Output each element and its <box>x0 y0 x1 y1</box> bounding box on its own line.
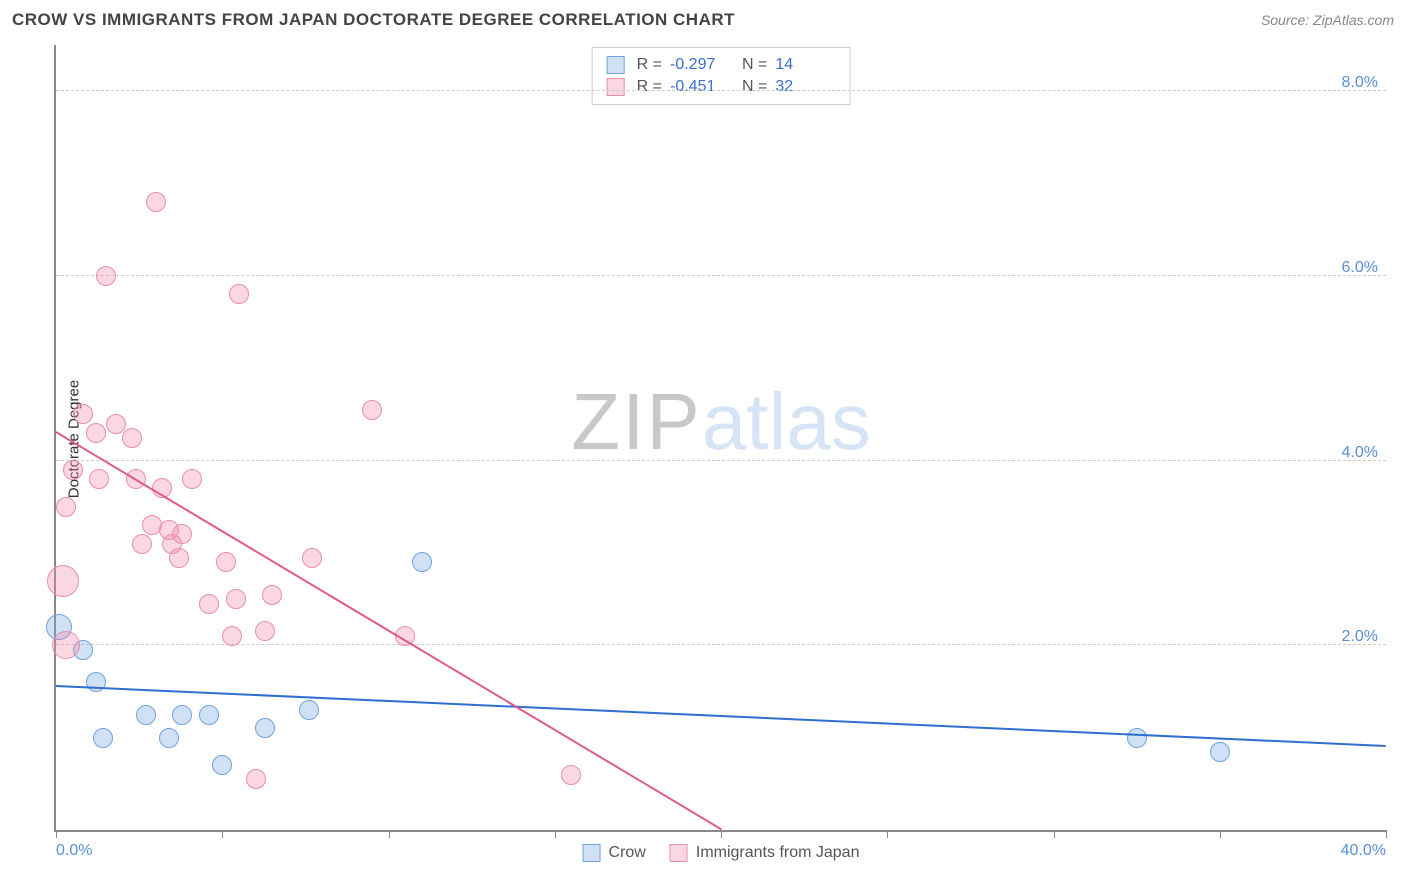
x-tick <box>222 830 223 838</box>
x-tick <box>56 830 57 838</box>
trend-line-japan <box>55 431 721 830</box>
data-point-japan <box>226 589 246 609</box>
data-point-japan <box>63 460 83 480</box>
plot-area: ZIPatlas R = -0.297 N = 14 R = -0.451 N … <box>54 45 1386 832</box>
stats-row-japan: R = -0.451 N = 32 <box>607 76 836 98</box>
data-point-japan <box>255 621 275 641</box>
data-point-japan <box>56 497 76 517</box>
data-point-japan <box>86 423 106 443</box>
data-point-japan <box>216 552 236 572</box>
data-point-japan <box>96 266 116 286</box>
data-point-japan <box>47 565 79 597</box>
legend: Crow Immigrants from Japan <box>583 844 860 862</box>
data-point-japan <box>169 548 189 568</box>
swatch-crow <box>583 844 601 862</box>
data-point-japan <box>246 769 266 789</box>
data-point-crow <box>212 755 232 775</box>
data-point-crow <box>1127 728 1147 748</box>
data-point-japan <box>106 414 126 434</box>
data-point-japan <box>132 534 152 554</box>
data-point-japan <box>362 400 382 420</box>
data-point-japan <box>561 765 581 785</box>
data-point-crow <box>172 705 192 725</box>
data-point-japan <box>73 404 93 424</box>
gridline <box>56 644 1386 645</box>
data-point-crow <box>299 700 319 720</box>
data-point-japan <box>146 192 166 212</box>
y-tick-label: 2.0% <box>1342 628 1378 646</box>
data-point-japan <box>199 594 219 614</box>
legend-item-crow: Crow <box>583 844 646 862</box>
data-point-crow <box>255 718 275 738</box>
data-point-crow <box>86 672 106 692</box>
data-point-japan <box>262 585 282 605</box>
swatch-crow <box>607 56 625 74</box>
legend-item-japan: Immigrants from Japan <box>670 844 860 862</box>
swatch-japan <box>607 78 625 96</box>
data-point-japan <box>122 428 142 448</box>
gridline <box>56 460 1386 461</box>
x-tick <box>1386 830 1387 838</box>
x-tick <box>555 830 556 838</box>
data-point-crow <box>199 705 219 725</box>
x-tick <box>887 830 888 838</box>
data-point-crow <box>159 728 179 748</box>
x-tick <box>389 830 390 838</box>
x-tick-label: 40.0% <box>1341 842 1386 860</box>
swatch-japan <box>670 844 688 862</box>
data-point-japan <box>89 469 109 489</box>
watermark: ZIPatlas <box>571 376 870 468</box>
gridline <box>56 275 1386 276</box>
x-tick-label: 0.0% <box>56 842 92 860</box>
y-tick-label: 4.0% <box>1342 444 1378 462</box>
data-point-japan <box>52 631 80 659</box>
source-attribution: Source: ZipAtlas.com <box>1261 12 1394 28</box>
correlation-stats-box: R = -0.297 N = 14 R = -0.451 N = 32 <box>592 47 851 105</box>
chart-title: CROW VS IMMIGRANTS FROM JAPAN DOCTORATE … <box>12 10 735 30</box>
trend-line-crow <box>56 685 1386 747</box>
x-tick <box>1220 830 1221 838</box>
chart-header: CROW VS IMMIGRANTS FROM JAPAN DOCTORATE … <box>12 10 1394 30</box>
data-point-crow <box>1210 742 1230 762</box>
stats-row-crow: R = -0.297 N = 14 <box>607 54 836 76</box>
data-point-crow <box>136 705 156 725</box>
y-tick-label: 8.0% <box>1342 74 1378 92</box>
data-point-japan <box>182 469 202 489</box>
x-tick <box>1054 830 1055 838</box>
data-point-japan <box>172 524 192 544</box>
chart-container: Doctorate Degree ZIPatlas R = -0.297 N =… <box>50 45 1386 832</box>
gridline <box>56 90 1386 91</box>
data-point-japan <box>222 626 242 646</box>
data-point-crow <box>412 552 432 572</box>
data-point-japan <box>229 284 249 304</box>
data-point-crow <box>93 728 113 748</box>
x-tick <box>721 830 722 838</box>
y-tick-label: 6.0% <box>1342 259 1378 277</box>
data-point-japan <box>302 548 322 568</box>
